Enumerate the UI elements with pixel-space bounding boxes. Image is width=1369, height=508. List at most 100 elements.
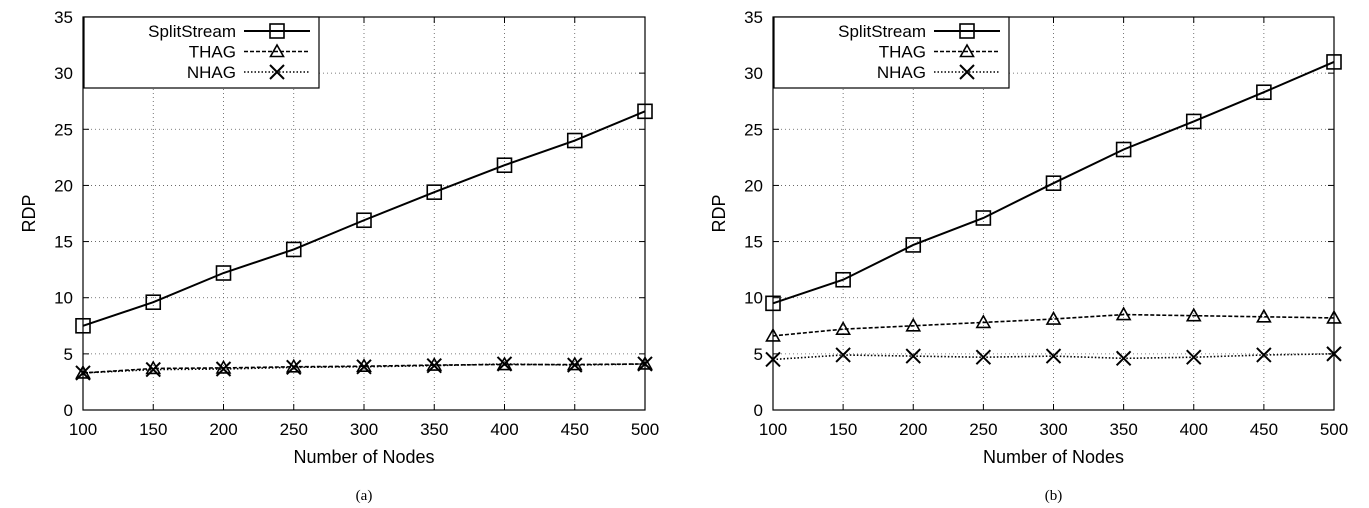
data-point-nhag <box>75 365 91 381</box>
x-tick-label: 150 <box>829 420 857 439</box>
x-tick-label: 500 <box>1320 420 1348 439</box>
chart-panel-a: 100 150 200 250 300 350 400 450 500 0 5 10 15 20 25 30 3… <box>0 0 684 508</box>
data-point-splitstream <box>215 265 232 281</box>
y-tick-label: 25 <box>54 120 73 139</box>
legend-label: SplitStream <box>838 22 926 41</box>
data-point-splitstream <box>285 241 302 258</box>
x-tick-label: 250 <box>280 420 308 439</box>
y-tick-label: 0 <box>754 401 763 420</box>
x-tick-label: 250 <box>969 420 997 439</box>
x-axis-label: Number of Nodes <box>293 447 434 467</box>
data-point-splitstream <box>145 294 162 311</box>
series-line-thag <box>772 313 1335 337</box>
y-tick-label: 20 <box>54 176 73 195</box>
data-point-thag <box>75 364 91 379</box>
grid <box>773 17 1334 410</box>
data-point-splitstream <box>426 184 443 200</box>
data-point-thag <box>1045 310 1062 325</box>
series-line-splitstream <box>82 110 646 327</box>
data-point-thag <box>566 356 583 371</box>
legend-label: THAG <box>879 43 926 62</box>
x-axis-label: Number of Nodes <box>983 447 1124 467</box>
data-point-nhag <box>215 361 232 377</box>
y-tick-label: 30 <box>54 64 73 83</box>
y-tick-label: 15 <box>744 233 763 252</box>
x-tick-label: 300 <box>1039 420 1067 439</box>
data-point-splitstream <box>835 271 851 288</box>
data-point-thag <box>1115 306 1132 321</box>
y-tick-label: 15 <box>54 233 73 252</box>
chart-panel-b: 100 150 200 250 300 350 400 450 500 0 5 10 15 20 25 30 3… <box>690 0 1369 508</box>
panel-caption: (b) <box>1045 488 1063 504</box>
legend-marker-splitstream <box>269 23 285 39</box>
data-point-splitstream <box>637 103 653 120</box>
x-tick-label: 150 <box>139 420 167 439</box>
x-tick-label: 350 <box>420 420 448 439</box>
data-point-splitstream <box>1326 54 1342 70</box>
y-tick-label: 20 <box>744 176 763 195</box>
legend-marker-nhag <box>959 64 975 80</box>
data-point-splitstream <box>1115 141 1132 158</box>
series-thag <box>765 306 1342 342</box>
y-tick-label: 25 <box>744 120 763 139</box>
legend-marker-thag <box>269 43 285 58</box>
data-point-splitstream <box>75 317 91 334</box>
data-point-splitstream <box>496 157 513 174</box>
data-point-splitstream <box>1185 113 1202 130</box>
data-point-splitstream <box>1256 84 1272 101</box>
data-point-nhag <box>286 359 302 376</box>
data-point-nhag <box>975 349 992 365</box>
data-point-nhag <box>905 348 921 364</box>
x-tick-label: 350 <box>1109 420 1137 439</box>
y-tick-label: 5 <box>754 345 763 364</box>
data-point-splitstream <box>905 237 922 253</box>
data-point-nhag <box>637 356 653 372</box>
x-tick-label: 100 <box>69 420 97 439</box>
series-nhag <box>75 356 653 381</box>
y-axis-label: RDP <box>709 194 729 232</box>
data-point-nhag <box>765 351 781 368</box>
data-point-splitstream <box>1045 175 1062 191</box>
data-point-splitstream <box>765 295 781 312</box>
x-tick-label: 400 <box>1180 420 1208 439</box>
data-point-thag <box>356 358 372 373</box>
data-point-thag <box>975 314 992 329</box>
x-tick-label: 100 <box>759 420 787 439</box>
rdp-chart-b: 100 150 200 250 300 350 400 450 500 0 5 10 15 20 25 30 3… <box>709 8 1348 504</box>
x-tick-label: 200 <box>209 420 237 439</box>
data-point-thag <box>765 327 781 342</box>
y-tick-label: 0 <box>64 401 73 420</box>
rdp-chart-a: 100 150 200 250 300 350 400 450 500 0 5 10 15 20 25 30 3… <box>19 8 659 504</box>
series-splitstream <box>765 54 1342 312</box>
data-point-thag <box>1256 308 1272 323</box>
y-tick-label: 30 <box>744 64 763 83</box>
data-point-thag <box>637 355 653 370</box>
data-point-nhag <box>356 359 372 375</box>
data-point-nhag <box>1326 346 1342 362</box>
panel-caption: (a) <box>356 488 373 504</box>
x-tick-label: 300 <box>350 420 378 439</box>
x-tick-label: 450 <box>561 420 589 439</box>
x-tick-label: 450 <box>1250 420 1278 439</box>
legend-marker-thag <box>959 43 975 58</box>
y-tick-label: 35 <box>744 8 763 27</box>
y-tick-label: 5 <box>64 345 73 364</box>
legend-label: THAG <box>189 43 236 62</box>
data-point-splitstream <box>975 210 992 226</box>
legend-label: SplitStream <box>148 22 236 41</box>
data-point-thag <box>285 358 302 373</box>
y-tick-label: 10 <box>744 289 763 308</box>
data-point-nhag <box>426 357 442 374</box>
data-point-splitstream <box>356 212 372 229</box>
legend-label: NHAG <box>187 63 236 82</box>
data-point-nhag <box>1186 349 1202 365</box>
x-tick-label: 200 <box>899 420 927 439</box>
legend-label: NHAG <box>877 63 926 82</box>
data-point-thag <box>905 317 922 332</box>
y-tick-label: 10 <box>54 289 73 308</box>
data-point-thag <box>1185 307 1202 322</box>
data-point-splitstream <box>566 132 583 149</box>
legend-marker-splitstream <box>959 23 975 39</box>
y-tick-label: 35 <box>54 8 73 27</box>
